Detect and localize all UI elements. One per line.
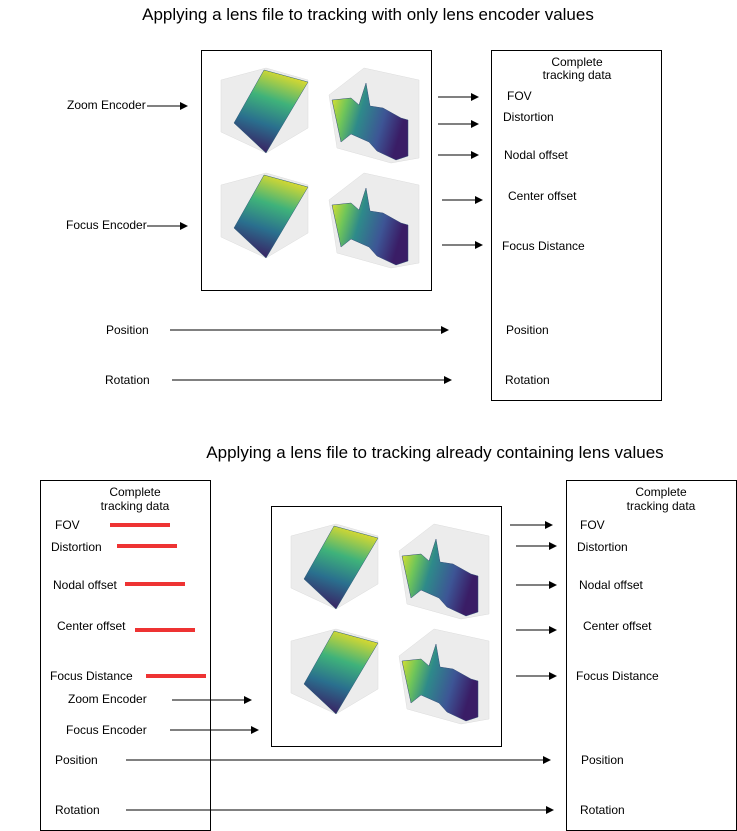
focus-surface-plot <box>331 187 409 266</box>
out-position: Position <box>506 323 549 337</box>
output-tracking-box-2 <box>566 480 737 831</box>
plot-row-1 <box>220 67 420 164</box>
in-center-offset: Center offset <box>57 619 126 633</box>
focus-encoder-label: Focus Encoder <box>66 218 147 232</box>
output-tracking-box <box>491 50 662 401</box>
zoom-surface-plot <box>303 630 379 715</box>
out2-center-offset: Center offset <box>583 619 652 633</box>
in-focus-distance: Focus Distance <box>50 669 133 683</box>
in-nodal-offset: Nodal offset <box>53 578 117 592</box>
output-header-line1: Complete <box>551 55 603 69</box>
plot-row-2 <box>290 628 490 725</box>
out2-rotation: Rotation <box>580 803 625 817</box>
in-rotation: Rotation <box>55 803 100 817</box>
input-tracking-box <box>40 480 211 831</box>
in-distortion: Distortion <box>51 540 102 554</box>
out-focus-distance: Focus Distance <box>502 239 585 253</box>
top-title: Applying a lens file to tracking with on… <box>142 5 594 24</box>
out-distortion: Distortion <box>503 110 554 124</box>
out-rotation: Rotation <box>505 373 550 387</box>
bottom-title: Applying a lens file to tracking already… <box>206 443 663 462</box>
zoom-surface-plot <box>233 174 309 259</box>
output2-header-line2: tracking data <box>627 499 696 513</box>
plot-row-2 <box>220 172 420 269</box>
plot-row-1 <box>290 523 490 620</box>
focus-surface-plot <box>401 643 479 722</box>
out2-fov: FOV <box>580 518 605 532</box>
input-header-line2: tracking data <box>101 499 170 513</box>
out2-distortion: Distortion <box>577 540 628 554</box>
zoom-surface-plot <box>233 69 309 154</box>
input-header-line1: Complete <box>109 485 161 499</box>
out2-position: Position <box>581 753 624 767</box>
output-header-line2: tracking data <box>543 68 612 82</box>
rotation-label: Rotation <box>105 373 150 387</box>
lens-surface-plots <box>220 67 420 269</box>
out2-focus-distance: Focus Distance <box>576 669 659 683</box>
in-focus-encoder: Focus Encoder <box>66 723 147 737</box>
position-label: Position <box>106 323 149 337</box>
in-zoom-encoder: Zoom Encoder <box>68 692 147 706</box>
in-fov: FOV <box>55 518 80 532</box>
out2-nodal-offset: Nodal offset <box>579 578 643 592</box>
zoom-encoder-label: Zoom Encoder <box>67 98 146 112</box>
out-nodal-offset: Nodal offset <box>504 148 568 162</box>
zoom-surface-plot <box>303 525 379 610</box>
lens-surface-plots-2 <box>290 523 490 725</box>
in-position: Position <box>55 753 98 767</box>
focus-surface-plot <box>331 82 409 161</box>
focus-surface-plot <box>401 538 479 617</box>
out-fov: FOV <box>507 89 532 103</box>
out-center-offset: Center offset <box>508 189 577 203</box>
output2-header-line1: Complete <box>635 485 687 499</box>
